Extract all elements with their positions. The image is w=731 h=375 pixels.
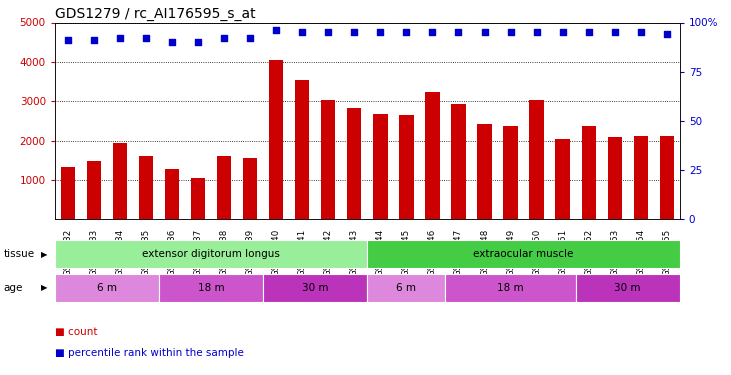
Point: [219, 35, 230, 41]
Text: 18 m: 18 m: [497, 283, 524, 293]
Bar: [87, 161, 101, 219]
Bar: [529, 100, 544, 219]
Bar: [582, 126, 596, 219]
Bar: [451, 104, 466, 219]
Text: tissue: tissue: [4, 249, 35, 259]
Bar: [659, 135, 674, 219]
Bar: [61, 167, 75, 219]
Text: age: age: [4, 283, 23, 293]
Point: [349, 29, 360, 35]
Bar: [477, 124, 492, 219]
Point: [531, 29, 542, 35]
Bar: [504, 126, 518, 219]
Text: 6 m: 6 m: [396, 283, 417, 293]
Bar: [321, 100, 336, 219]
Bar: [269, 60, 284, 219]
Bar: [139, 156, 153, 219]
Point: [374, 29, 386, 35]
Bar: [607, 137, 622, 219]
Point: [401, 29, 412, 35]
Bar: [191, 178, 205, 219]
Bar: [347, 108, 361, 219]
Text: ■ count: ■ count: [55, 327, 97, 337]
Point: [322, 29, 334, 35]
Text: 18 m: 18 m: [198, 283, 224, 293]
Bar: [165, 169, 179, 219]
Text: 30 m: 30 m: [302, 283, 328, 293]
Text: GDS1279 / rc_AI176595_s_at: GDS1279 / rc_AI176595_s_at: [55, 8, 255, 21]
Text: ▶: ▶: [41, 250, 47, 259]
Bar: [113, 143, 127, 219]
Bar: [399, 115, 414, 219]
Text: 30 m: 30 m: [615, 283, 641, 293]
Text: ▶: ▶: [41, 284, 47, 292]
Point: [192, 39, 204, 45]
Point: [244, 35, 256, 41]
Point: [452, 29, 464, 35]
Bar: [556, 139, 569, 219]
Text: ■ percentile rank within the sample: ■ percentile rank within the sample: [55, 348, 243, 357]
Point: [609, 29, 621, 35]
Bar: [374, 114, 387, 219]
Point: [635, 29, 647, 35]
Text: extensor digitorum longus: extensor digitorum longus: [142, 249, 280, 259]
Point: [140, 35, 152, 41]
Point: [661, 32, 673, 38]
Point: [270, 27, 282, 33]
Point: [583, 29, 594, 35]
Point: [296, 29, 308, 35]
Bar: [634, 135, 648, 219]
Bar: [425, 92, 439, 219]
Point: [88, 37, 99, 43]
Point: [479, 29, 491, 35]
Point: [504, 29, 516, 35]
Point: [62, 37, 74, 43]
Bar: [217, 156, 231, 219]
Text: 6 m: 6 m: [97, 283, 117, 293]
Point: [427, 29, 439, 35]
Point: [557, 29, 569, 35]
Text: extraocular muscle: extraocular muscle: [474, 249, 574, 259]
Bar: [243, 158, 257, 219]
Point: [166, 39, 178, 45]
Bar: [295, 80, 309, 219]
Point: [114, 35, 126, 41]
